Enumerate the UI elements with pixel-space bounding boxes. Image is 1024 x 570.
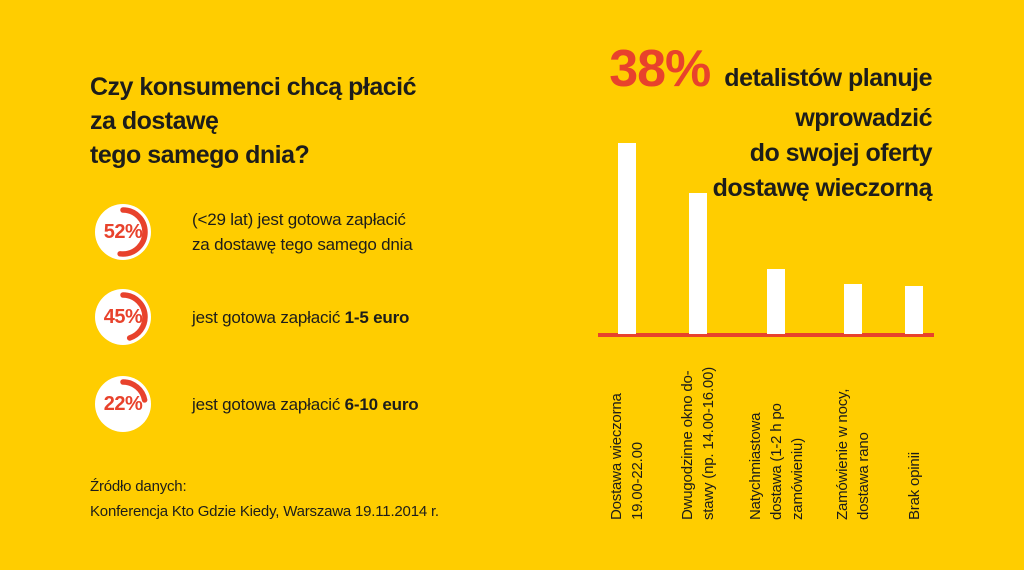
question-title: Czy konsumenci chcą płacić za dostawę te… [90,73,417,169]
headline-first-line: 38% detalistów planuje [609,40,932,101]
stat-donut-chart: 45% [94,288,152,346]
stat-percent-label: 45% [103,305,143,328]
chart-bar [767,269,785,334]
chart-bar [689,193,707,334]
stat-percent-label: 22% [103,392,143,415]
headline-percent-value: 38% [609,40,711,98]
donut-arc-icon [95,289,151,345]
stat-row: 22% jest gotowa zapłacić 6-10 euro [94,375,419,433]
source-label: Źródło danych: [90,478,187,495]
chart-category-label: Dostawa wieczorna 19.00-22.00 [608,393,646,520]
headline-first-line-text: detalistów planuje [724,64,932,92]
donut-arc-icon [95,204,151,260]
chart-category-label: Zamówienie w nocy, dostawa rano [834,388,872,520]
chart-category-label: Natychmiastowa dostawa (1-2 h po zamówie… [746,403,806,520]
headline-remaining-text: wprowadzić do swojej oferty dostawę wiec… [712,104,933,202]
stat-row: 45% jest gotowa zapłacić 1-5 euro [94,288,409,346]
chart-bar [618,143,636,334]
stat-description: jest gotowa zapłacić 1-5 euro [192,307,410,327]
stat-description: (<29 lat) jest gotowa zapłacić za dostaw… [192,210,413,254]
stat-description: jest gotowa zapłacić 6-10 euro [192,394,419,414]
donut-arc-icon [95,376,151,432]
chart-category-label: Dwugodzinne okno do- stawy (np. 14.00-16… [679,367,717,520]
chart-bar [905,286,923,334]
source-text: Konferencja Kto Gdzie Kiedy, Warszawa 19… [90,503,439,520]
chart-category-label: Brak opinii [905,452,923,520]
chart-headline: 38% detalistów planuje wprowadzić do swo… [609,40,933,206]
stat-percent-label: 52% [103,220,143,243]
stat-donut-chart: 52% [94,203,152,261]
stat-row: 52% (<29 lat) jest gotowa zapłacić za dos… [94,203,413,261]
chart-axis-line [598,333,934,337]
chart-bar [844,284,862,334]
stat-donut-chart: 22% [94,375,152,433]
data-source: Źródło danych: Konferencja Kto Gdzie Kie… [90,474,439,524]
